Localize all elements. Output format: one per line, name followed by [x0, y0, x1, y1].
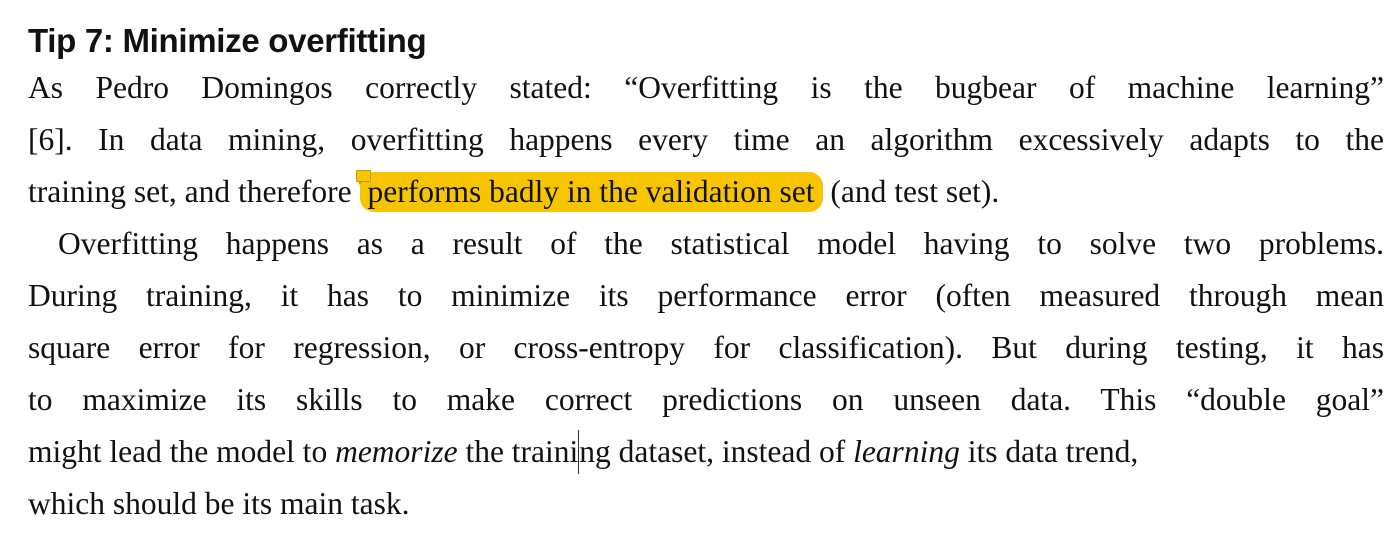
paragraph-2: Overfitting happens as a result of the s…	[28, 218, 1384, 530]
text-line[interactable]: to maximize its skills to make correct p…	[28, 382, 1384, 417]
comment-icon[interactable]	[355, 170, 371, 185]
text-run: might lead the model to	[28, 434, 328, 469]
text-cursor	[578, 430, 580, 474]
text-line[interactable]: might lead the model to memorize the tra…	[28, 426, 1384, 478]
highlighted-text[interactable]: performs badly in the validation set	[355, 170, 823, 212]
text-line[interactable]: which should be its main task.	[28, 486, 410, 521]
text-line[interactable]: Overfitting happens as a result of the s…	[58, 226, 1384, 261]
section-heading: Tip 7: Minimize overfitting	[28, 22, 427, 59]
text-line[interactable]: square error for regression, or cross-en…	[28, 330, 1384, 365]
text-run: (and test set).	[830, 174, 1000, 209]
emphasis-text: learning	[853, 434, 960, 469]
emphasis-text: memorize	[335, 434, 458, 469]
text-line[interactable]: training set, and therefore performs bad…	[28, 166, 1384, 218]
text-run: ng dataset, instead of	[579, 434, 846, 469]
document-page: Tip 7: Minimize overfitting As Pedro Dom…	[28, 0, 1384, 530]
text-run: its data trend,	[967, 434, 1139, 469]
text-line[interactable]: During training, it has to minimize its …	[28, 278, 1384, 313]
text-run: the traini	[465, 434, 579, 469]
highlighted-text-content: performs badly in the validation set	[367, 174, 815, 209]
text-line[interactable]: As Pedro Domingos correctly stated: “Ove…	[28, 70, 1384, 105]
text-line[interactable]: [6]. In data mining, overfitting happens…	[28, 122, 1384, 157]
paragraph-1: As Pedro Domingos correctly stated: “Ove…	[28, 62, 1384, 218]
text-run: training set, and therefore	[28, 174, 352, 209]
